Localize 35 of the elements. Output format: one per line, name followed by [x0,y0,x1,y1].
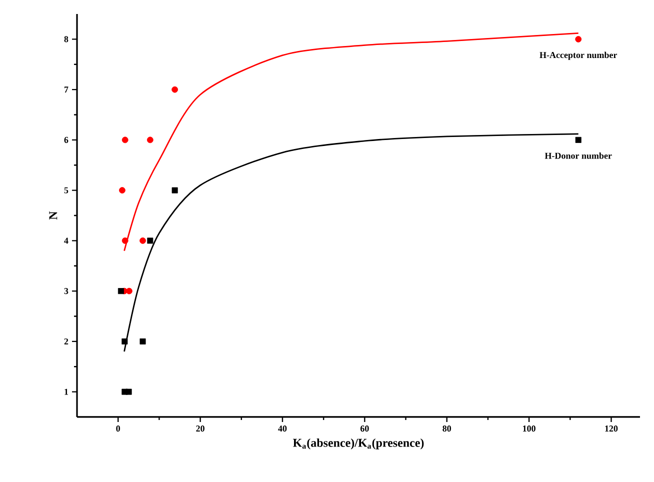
y-tick-label: 5 [64,187,68,194]
x-tick-label: 40 [278,426,287,432]
x-axis-title: K$_{a}$(absence)/K$_{a}$(presence) [293,438,424,450]
point [119,187,126,194]
y-tick-label: 3 [64,288,68,294]
point [140,338,146,344]
y-axis-title: N [49,211,58,220]
point [122,136,128,144]
x-tick-label: 100 [523,426,536,432]
x-tick-label: 80 [442,426,452,432]
x-tick-label: 120 [605,426,618,432]
y-tick-label: 7 [64,86,68,93]
line-series [124,133,580,352]
point [126,288,132,294]
x-tick-label: 60 [360,426,369,432]
point [140,237,146,244]
point [147,238,154,244]
y-tick-label: 8 [64,36,68,42]
point [575,36,582,42]
point [172,86,178,93]
point [575,136,582,143]
point [172,187,178,194]
series-label: H-Acceptor number [540,52,618,60]
point [122,237,128,244]
y-tick-label: 4 [64,238,68,244]
x-tick-label: 0 [116,426,120,432]
point [146,136,154,144]
y-tick-label: 1 [64,388,68,395]
point [126,388,132,395]
x-tick-label: 20 [196,426,204,432]
series-label: H-Donor number [544,152,612,159]
y-tick-label: 2 [64,338,68,344]
point [118,288,124,294]
point [122,338,128,344]
y-tick-label: 6 [64,136,68,143]
